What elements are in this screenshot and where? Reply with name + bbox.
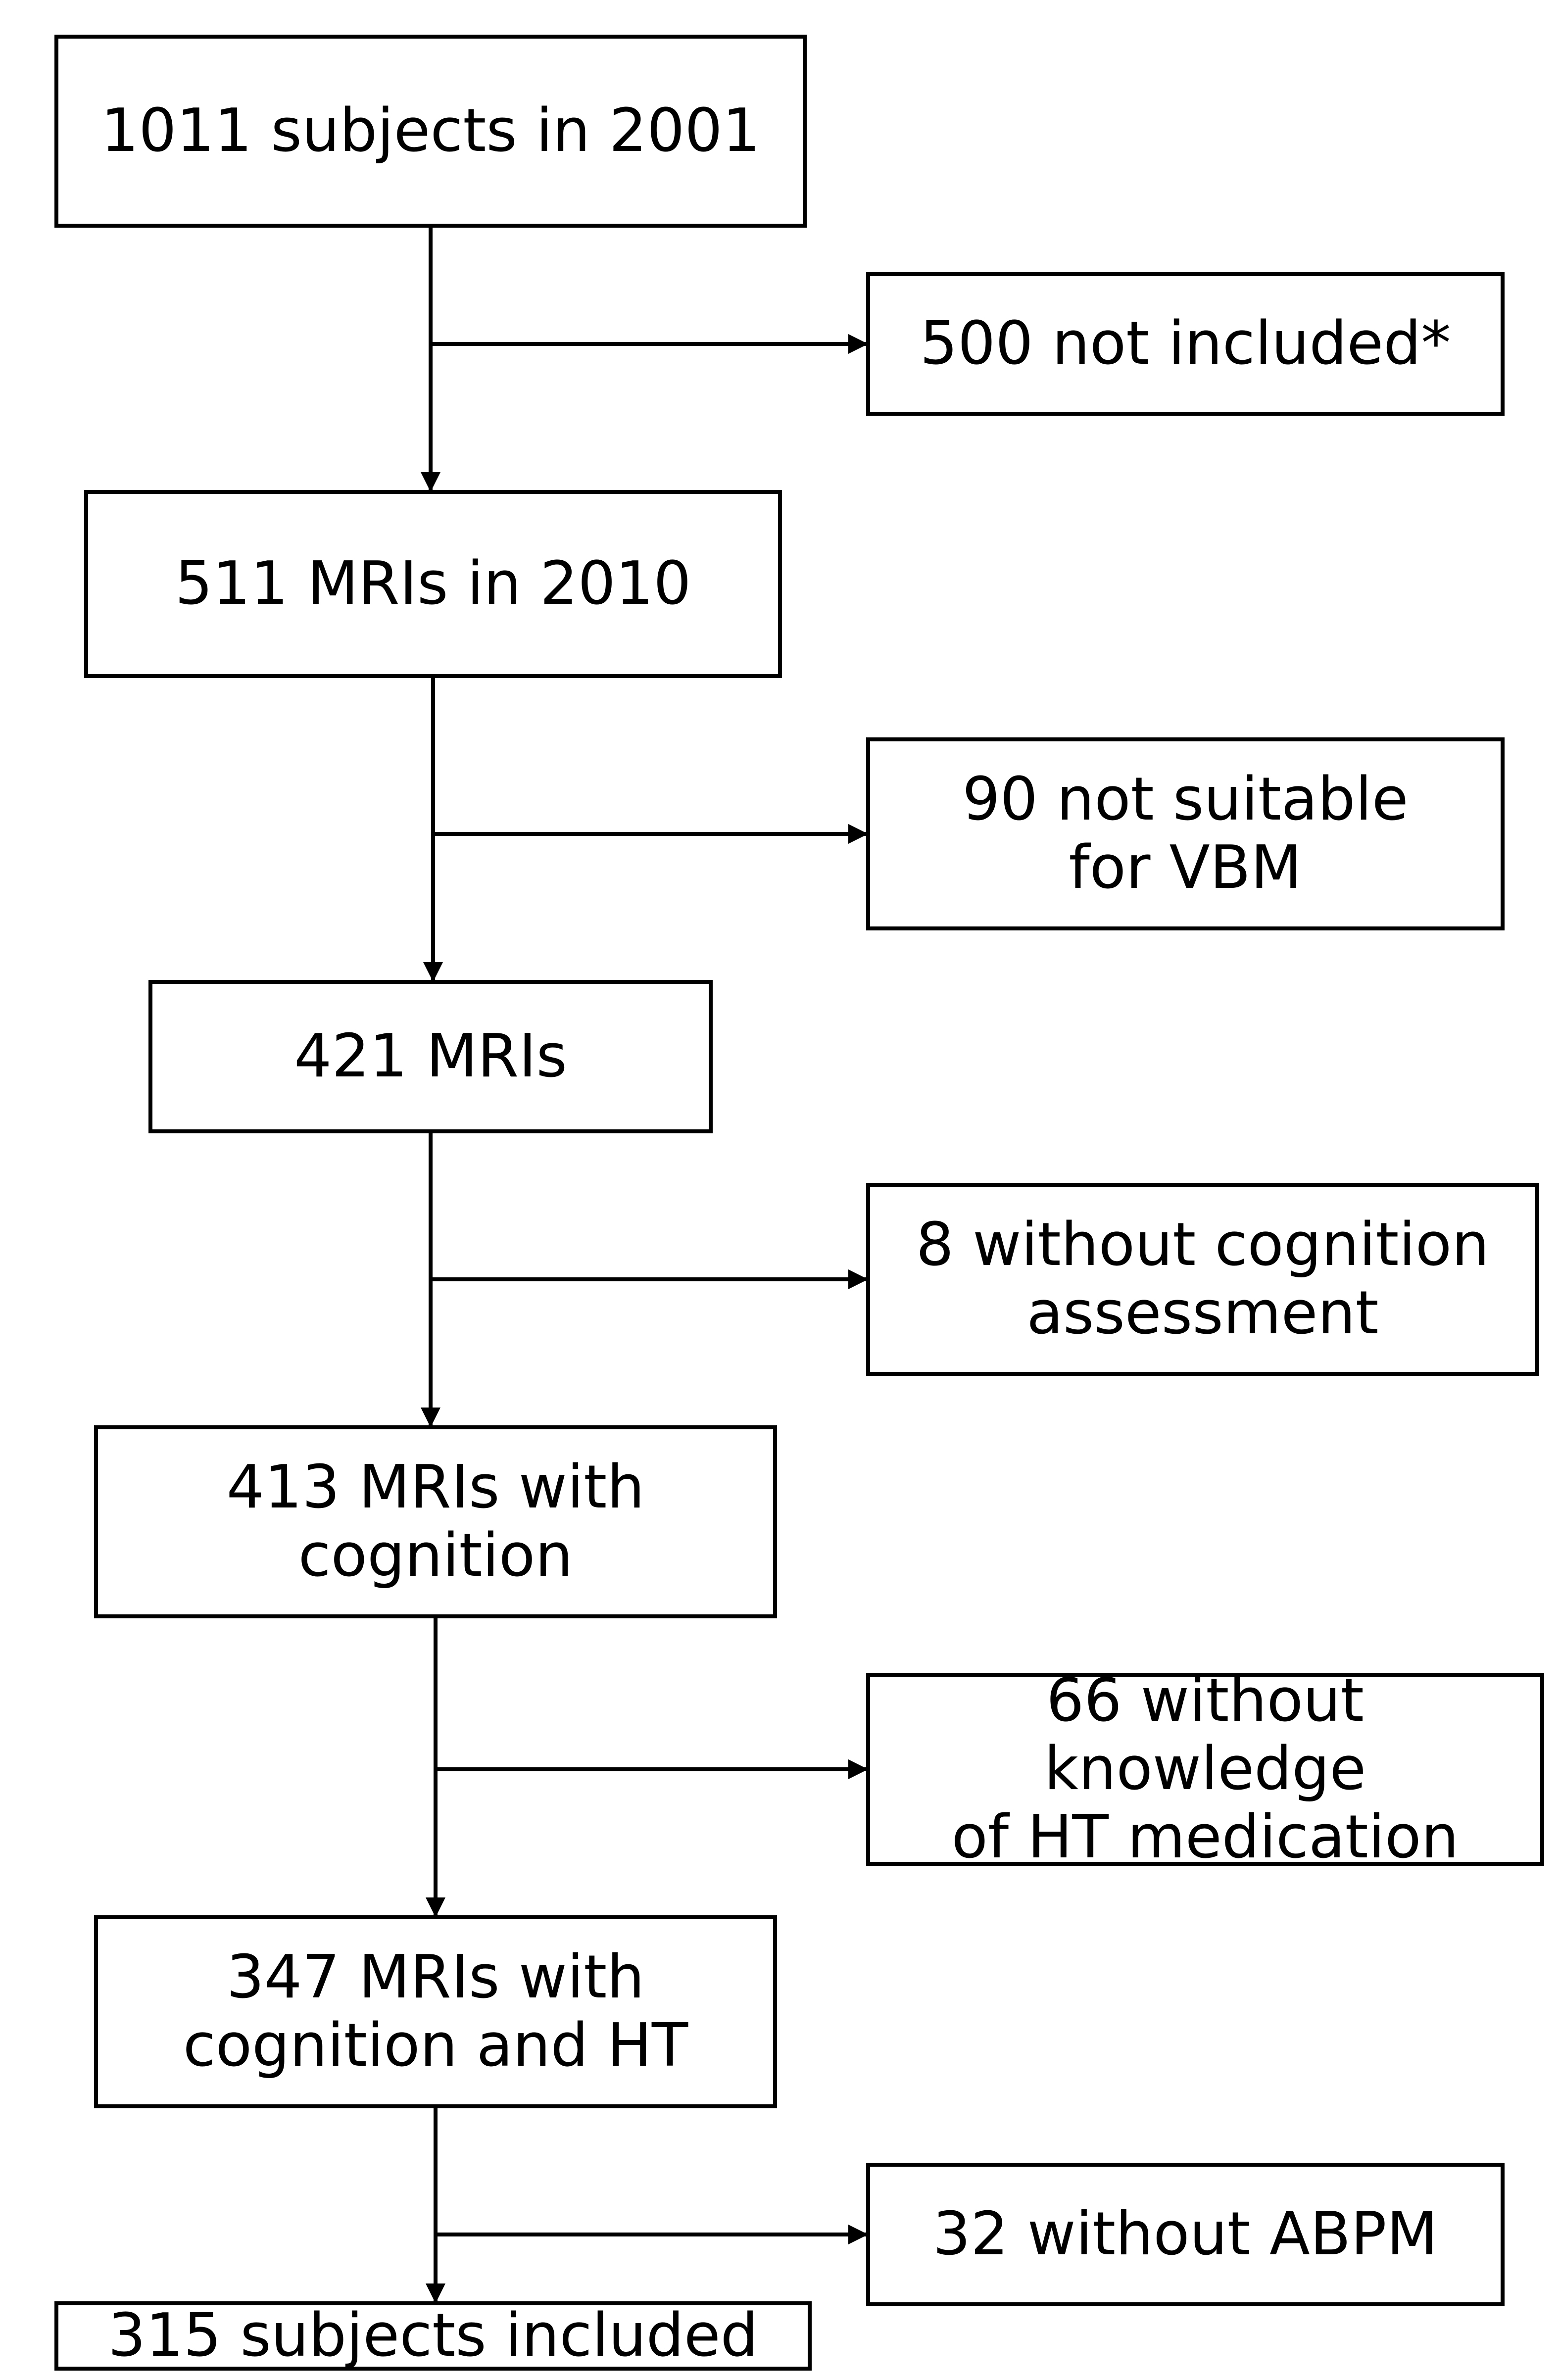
node-label: 1011 subjects in 2001 xyxy=(101,97,760,165)
node-label: 8 without cognition assessment xyxy=(916,1211,1490,1348)
flowchart-node-ex1: 500 not included* xyxy=(866,272,1505,416)
flowchart-node-ex5: 32 without ABPM xyxy=(866,2163,1505,2306)
node-label: 90 not suitable for VBM xyxy=(962,766,1408,902)
flowchart-canvas: 1011 subjects in 2001 500 not included* 51… xyxy=(0,0,1559,2380)
flowchart-node-n6: 315 subjects included xyxy=(54,2301,812,2371)
node-label: 421 MRIs xyxy=(294,1022,567,1091)
flowchart-node-ex2: 90 not suitable for VBM xyxy=(866,737,1505,930)
node-label: 413 MRIs with cognition xyxy=(227,1454,645,1590)
node-label: 511 MRIs in 2010 xyxy=(175,550,691,618)
node-label: 500 not included* xyxy=(920,310,1451,378)
flowchart-node-n2: 511 MRIs in 2010 xyxy=(84,490,782,678)
node-label: 32 without ABPM xyxy=(933,2200,1438,2269)
flowchart-node-n3: 421 MRIs xyxy=(148,980,713,1133)
node-label: 315 subjects included xyxy=(108,2302,758,2370)
node-label: 66 without knowledge of HT medication xyxy=(890,1667,1520,1872)
flowchart-node-ex4: 66 without knowledge of HT medication xyxy=(866,1673,1544,1866)
flowchart-node-ex3: 8 without cognition assessment xyxy=(866,1183,1539,1376)
flowchart-node-n4: 413 MRIs with cognition xyxy=(94,1425,777,1618)
node-label: 347 MRIs with cognition and HT xyxy=(183,1943,688,2080)
flowchart-node-n5: 347 MRIs with cognition and HT xyxy=(94,1915,777,2108)
flowchart-node-n1: 1011 subjects in 2001 xyxy=(54,35,807,228)
